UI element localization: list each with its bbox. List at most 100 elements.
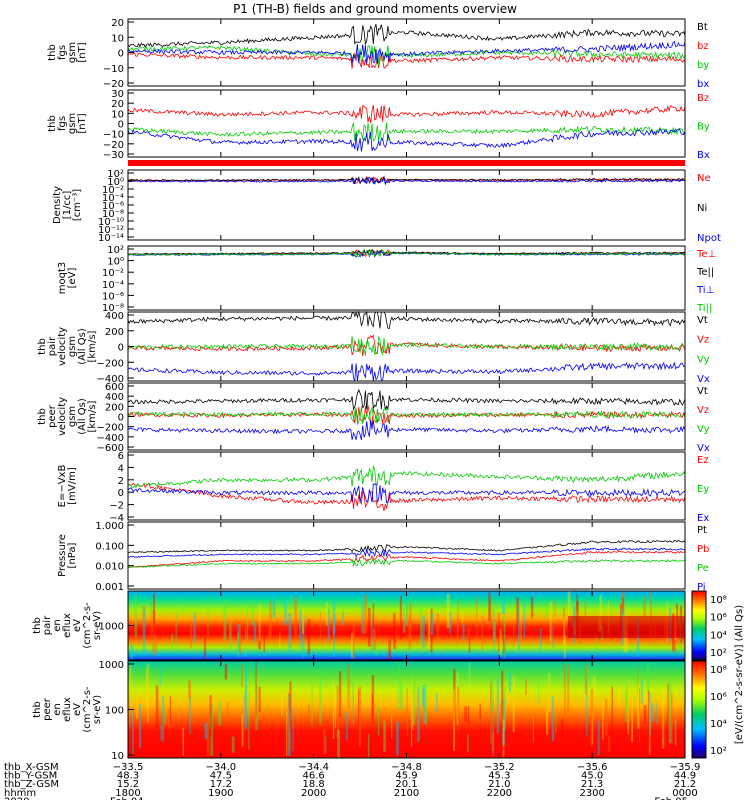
ytick-label: 10 [111,33,124,44]
pair-spectrogram-streak [393,613,396,649]
ytick-label: −4 [109,513,124,524]
pair-spectrogram-streak [142,605,146,628]
peer-spectrogram-streak [662,688,665,749]
ylabel-pair-velocity: gsm [67,336,78,357]
footer-value: 44.9 [674,771,696,782]
peer-spectrogram-streak [288,692,291,751]
pair-spectrogram-streak [244,628,246,657]
ylabel-efield: [mV/m] [67,467,78,505]
peer-spectrogram-streak [671,693,673,745]
pair-spectrogram-streak [190,622,192,649]
pair-spectrogram-streak [302,615,305,659]
ylabel-density: [cm⁻³] [72,189,83,221]
pair-spectrogram-streak [539,628,542,651]
pair-spectrogram-streak [153,593,155,635]
ylabel-pair-spec: en [52,619,63,632]
pair-spectrogram-streak [372,603,375,628]
peer-spectrogram-streak [164,705,167,725]
peer-spectrogram-streak [129,665,132,706]
pair-spectrogram-streak [284,600,287,626]
peer-spectrogram-streak [456,672,459,725]
ytick-label: 10⁻⁴ [102,193,124,204]
peer-spectrogram-streak [224,663,228,680]
pair-spectrogram-streak [499,628,502,657]
footer-value: 20.1 [395,779,417,790]
ytick-label: 10⁻⁶ [102,201,124,212]
colorbar-label: 10² [710,648,727,659]
ytick-label: −20 [103,140,124,151]
pair-spectrogram-streak [175,611,177,654]
pair-spectrogram-streak [207,596,209,635]
peer-spectrogram-streak [162,695,164,742]
legend-efield: Ex [697,513,709,524]
peer-spectrogram-streak [167,708,171,729]
legend-temperature: Ti|| [696,303,712,314]
ytick-label: 0 [118,413,124,424]
peer-spectrogram-streak [311,683,313,727]
ylabel-pressure: [nPa] [67,542,78,568]
peer-spectrogram-streak [160,724,162,741]
peer-spectrogram-streak [656,702,658,723]
pair-spectrogram-streak [595,634,597,650]
ytick-label: 0 [118,120,124,131]
series-density-2 [127,176,686,186]
pair-spectrogram-streak [552,626,554,648]
peer-spectrogram-background [128,661,685,758]
footer-value: 47.5 [210,771,232,782]
pair-spectrogram-streak [237,624,240,658]
pair-spectrogram-streak [584,599,587,616]
pair-spectrogram-streak [599,594,602,630]
peer-spectrogram-streak [346,712,348,741]
peer-spectrogram-streak [453,689,455,751]
pair-spectrogram-streak [462,624,465,641]
peer-spectrogram-streak [319,668,322,724]
pair-spectrogram-streak [252,600,254,626]
peer-spectrogram-streak [339,670,342,718]
peer-spectrogram-streak [611,686,613,746]
footer-value: 2200 [487,788,512,799]
ylabel-pair-spec: pair [42,615,53,635]
ytick-label: 1.000 [95,521,124,532]
panel-frame-fgs-gsm-2 [127,89,686,158]
pair-spectrogram-streak [420,608,423,644]
pair-spectrogram-streak [531,592,535,605]
series-efield-2 [127,483,686,504]
pair-spectrogram-streak [375,643,378,656]
pair-spectrogram-streak [621,593,623,613]
pair-spectrogram-streak [564,635,566,659]
pair-spectrogram-streak [152,610,155,656]
series-pair-velocity-0 [127,310,686,329]
ylabel-temperature: moqt3 [57,262,68,295]
ytick-label: 200 [105,402,124,413]
panel-frame-temperature [127,245,686,311]
legend-temperature: Te|| [696,267,714,278]
peer-spectrogram-streak [602,700,604,740]
series-peer-velocity-1 [127,405,686,426]
ylabel-fgs-gsm: gsm [67,42,78,63]
pair-spectrogram-streak [155,636,158,653]
ytick-label: 10⁻² [102,185,124,196]
ytick-label: 600 [105,382,124,393]
footer-value: 45.0 [581,771,603,782]
pair-spectrogram-streak [530,596,534,619]
ytick-label: 400 [105,392,124,403]
ylabel-peer-spec: thb [32,701,43,718]
series-efield-0 [127,482,686,512]
peer-spectrogram-streak [334,691,336,729]
footer-value: −34.4 [298,762,329,773]
pair-spectrogram-streak [269,601,272,637]
ytick-label: 4 [118,463,124,474]
ylabel-pressure: Pressure [57,534,68,577]
ytick-label: 20 [111,99,124,110]
footer-value: −34.0 [206,762,237,773]
footer-value: 1800 [115,788,140,799]
pair-spectrogram-streak [307,619,311,655]
legend-fgs-gsm-2: Bz [697,93,709,104]
pair-spectrogram-streak [516,597,519,633]
ytick-label: 0.100 [95,541,124,552]
peer-spectrogram-streak [548,673,551,712]
peer-spectrogram-streak [500,703,503,723]
peer-spectrogram-streak [136,695,138,719]
ytick-label: 400 [105,311,124,322]
ytick-label: 0 [118,49,124,60]
